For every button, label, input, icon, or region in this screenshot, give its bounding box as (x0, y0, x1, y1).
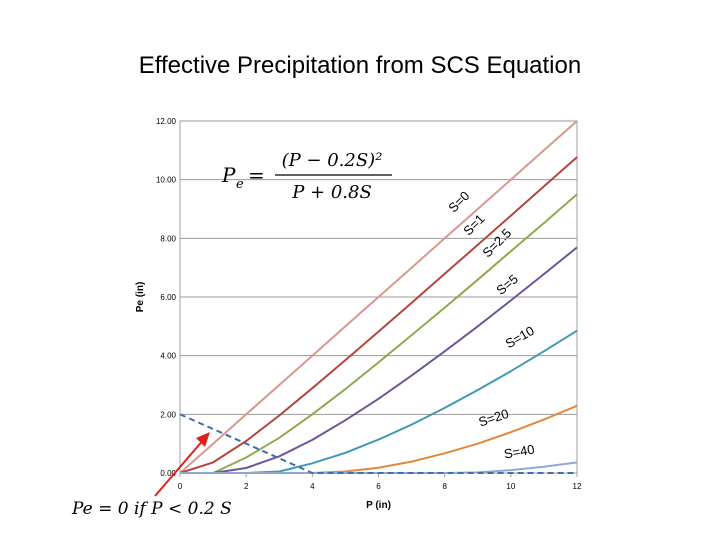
series-label: S=20 (477, 406, 511, 430)
y-tick-label: 6.00 (160, 293, 176, 302)
x-tick-label: 10 (506, 482, 515, 491)
series-line-s-0 (179, 120, 578, 474)
equation-equals: = (248, 163, 265, 187)
series-label: S=40 (503, 442, 536, 462)
x-tick-label: 8 (442, 482, 447, 491)
slide-title: Effective Precipitation from SCS Equatio… (138, 52, 582, 79)
equation-denominator: P + 0.8S (291, 182, 372, 203)
y-tick-label: 10.00 (156, 176, 177, 185)
series-line-s-1 (179, 156, 578, 474)
series-label: S=2.5 (479, 225, 514, 260)
series-label: S=10 (503, 323, 537, 351)
bottom-note: Pe = 0 if P < 0.2 S (71, 499, 232, 519)
annotation-arrow-head (196, 432, 210, 447)
series-line-s-5 (180, 246, 578, 474)
y-tick-label: 8.00 (160, 234, 176, 243)
equation-numerator: (P − 0.2S)² (282, 150, 383, 171)
y-tick-label: 4.00 (160, 352, 176, 361)
x-axis-title: P (in) (366, 500, 391, 511)
series-line-s-2-5 (180, 193, 578, 474)
series-label: S=0 (445, 188, 472, 215)
equation-lhs-subscript: e (236, 177, 244, 192)
threshold-dashed-line (179, 413, 577, 474)
y-tick-label: 2.00 (160, 410, 176, 419)
x-tick-label: 4 (310, 482, 315, 491)
y-tick-label: 12.00 (156, 117, 177, 126)
series-label: S=5 (493, 271, 521, 298)
y-axis-title: Pe (in) (135, 282, 146, 313)
series-label: S=1 (460, 211, 487, 238)
annotation-arrow-line (154, 437, 206, 497)
y-tick-label: 0.00 (160, 469, 176, 478)
x-tick-label: 12 (573, 482, 582, 491)
x-tick-label: 0 (178, 482, 183, 491)
equation-lhs: P (221, 163, 236, 187)
x-tick-label: 6 (376, 482, 381, 491)
x-tick-label: 2 (244, 482, 249, 491)
